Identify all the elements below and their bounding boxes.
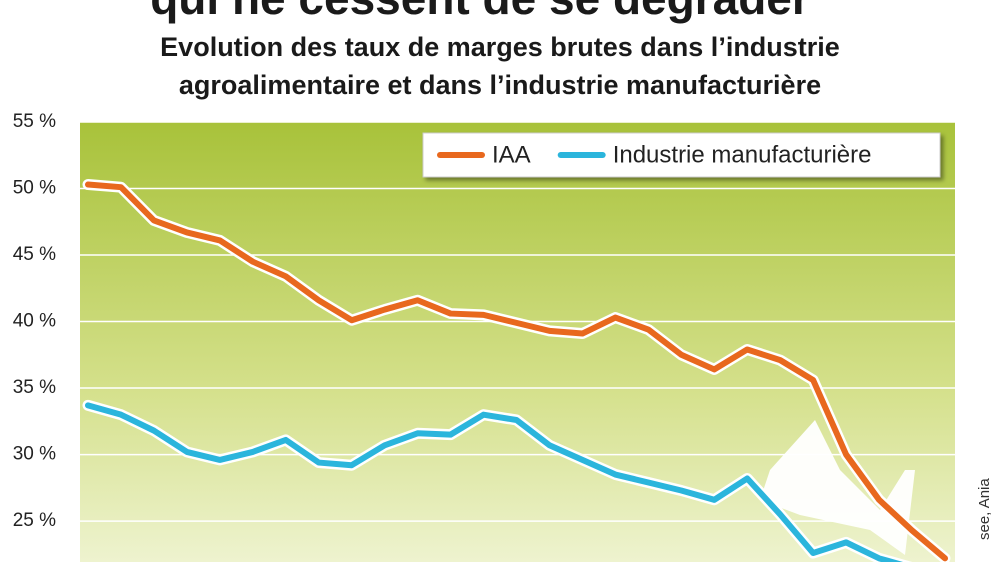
y-tick-label: 55 % [13,111,56,132]
y-tick-label: 35 % [13,377,56,398]
y-tick-label: 25 % [13,510,56,531]
series-line [85,402,904,562]
legend-label: IAA [492,141,531,168]
legend-label: Industrie manufacturière [613,141,872,168]
arrow-decoration [760,420,915,555]
y-tick-label: 30 % [13,444,56,465]
legend-box [422,132,941,178]
chart-title: qui ne cessent de se dégrader [150,0,810,24]
subtitle: Evolution des taux de marges brutes dans… [160,32,840,62]
source: see, Ania [976,478,993,540]
y-tick-label: 45 % [13,244,56,265]
series-line [85,181,948,562]
subtitle: agroalimentaire et dans l’industrie manu… [179,70,821,100]
y-tick-label: 40 % [13,311,56,332]
y-tick-label: 50 % [13,178,56,199]
